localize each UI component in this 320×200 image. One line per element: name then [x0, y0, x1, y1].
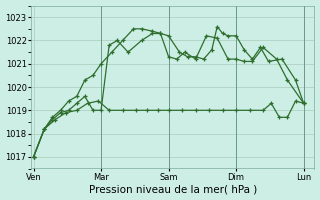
X-axis label: Pression niveau de la mer( hPa ): Pression niveau de la mer( hPa ): [89, 184, 257, 194]
